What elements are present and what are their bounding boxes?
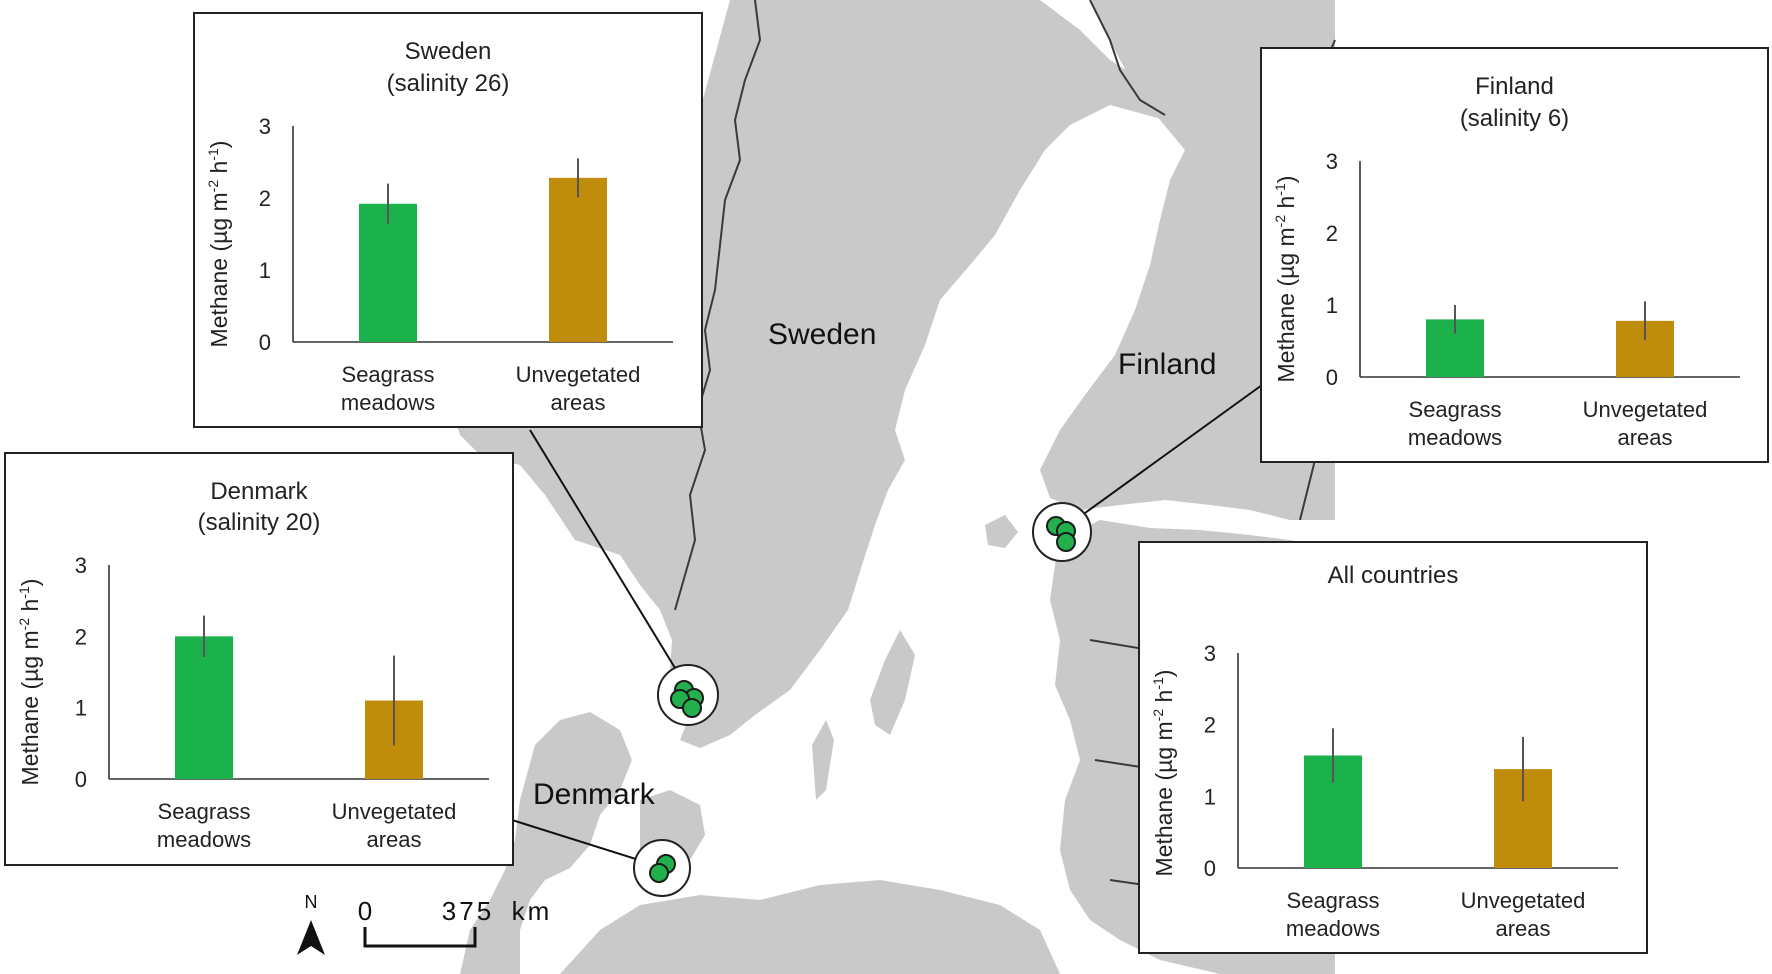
denmark-landmass bbox=[460, 712, 632, 974]
bar bbox=[359, 203, 417, 342]
sweden-bar-chart: Sweden (salinity 26) Methane (µg m-2 h-1) 0… bbox=[205, 38, 673, 415]
scale-bar: 0 375 km bbox=[358, 896, 553, 948]
chart-title: Finland bbox=[1475, 73, 1554, 100]
aland-islands bbox=[985, 515, 1018, 548]
scale-distance: 375 bbox=[442, 896, 494, 926]
bar bbox=[549, 177, 607, 342]
all-countries-bar-chart: All countries Methane (µg m-2 h-1) 0 1 2 3 Sea… bbox=[1150, 562, 1618, 941]
y-axis-label: Methane (µg m-2 h-1) bbox=[16, 579, 43, 786]
x-category-label: meadows bbox=[157, 827, 251, 852]
x-category-label: meadows bbox=[341, 390, 435, 415]
sweden-finland-border bbox=[1089, 0, 1166, 116]
oland-island bbox=[812, 720, 834, 800]
y-tick-label: 2 bbox=[1326, 221, 1338, 246]
sweden-site-marker bbox=[657, 664, 719, 726]
x-category-label: areas bbox=[366, 827, 421, 852]
y-tick-label: 0 bbox=[1204, 856, 1216, 881]
sweden-leader-line bbox=[529, 429, 676, 669]
y-axis-label: Methane (µg m-2 h-1) bbox=[1272, 176, 1299, 383]
y-tick-label: 1 bbox=[1326, 293, 1338, 318]
gotland-island bbox=[870, 630, 915, 735]
y-axis-label: Methane (µg m-2 h-1) bbox=[1150, 670, 1177, 877]
y-axis-label: Methane (µg m-2 h-1) bbox=[205, 141, 232, 348]
y-tick-label: 1 bbox=[1204, 784, 1216, 809]
x-category-label: areas bbox=[1617, 425, 1672, 450]
x-category-label: Unvegetated bbox=[1461, 888, 1586, 913]
y-tick-label: 1 bbox=[259, 258, 271, 283]
x-category-label: meadows bbox=[1408, 425, 1502, 450]
chart-subtitle: (salinity 6) bbox=[1460, 105, 1569, 132]
denmark-chart-panel: Denmark (salinity 20) Methane (µg m-2 h-1)… bbox=[4, 452, 514, 866]
y-tick-label: 1 bbox=[75, 696, 87, 721]
y-tick-label: 2 bbox=[75, 624, 87, 649]
scale-unit: km bbox=[512, 896, 553, 926]
label-denmark: Denmark bbox=[533, 778, 655, 811]
north-arrow: N bbox=[297, 892, 325, 955]
y-tick-label: 3 bbox=[1326, 149, 1338, 174]
finland-bar-chart: Finland (salinity 6) Methane (µg m-2 h-1) 0… bbox=[1272, 73, 1740, 450]
y-tick-label: 2 bbox=[259, 186, 271, 211]
all-countries-chart-panel: All countries Methane (µg m-2 h-1) 0 1 2 3 Sea… bbox=[1138, 541, 1648, 954]
denmark-bar-chart: Denmark (salinity 20) Methane (µg m-2 h-1)… bbox=[16, 478, 489, 852]
chart-subtitle: (salinity 20) bbox=[198, 509, 321, 536]
x-category-label: Seagrass bbox=[1409, 397, 1502, 422]
chart-title: Sweden bbox=[405, 38, 492, 65]
y-tick-label: 0 bbox=[259, 330, 271, 355]
denmark-leader-line bbox=[511, 819, 637, 860]
finland-leader-line bbox=[1084, 384, 1263, 514]
denmark-site-marker bbox=[633, 839, 691, 897]
finland-site-marker bbox=[1032, 502, 1092, 562]
chart-title: All countries bbox=[1328, 562, 1459, 589]
x-category-label: areas bbox=[1495, 916, 1550, 941]
x-category-label: Seagrass bbox=[342, 362, 435, 387]
sweden-chart-panel: Sweden (salinity 26) Methane (µg m-2 h-1) 0… bbox=[193, 12, 703, 428]
scandinavia-landmass bbox=[450, 0, 1215, 748]
y-tick-label: 3 bbox=[1204, 641, 1216, 666]
finland-chart-panel: Finland (salinity 6) Methane (µg m-2 h-1) 0… bbox=[1260, 47, 1769, 463]
x-category-label: areas bbox=[550, 390, 605, 415]
label-sweden: Sweden bbox=[768, 318, 877, 351]
y-tick-label: 2 bbox=[1204, 713, 1216, 738]
y-tick-label: 3 bbox=[75, 553, 87, 578]
norway-sweden-border bbox=[674, 0, 762, 611]
scale-zero: 0 bbox=[358, 896, 372, 926]
x-category-label: Unvegetated bbox=[1583, 397, 1708, 422]
y-tick-label: 3 bbox=[259, 114, 271, 139]
y-tick-label: 0 bbox=[1326, 365, 1338, 390]
y-tick-label: 0 bbox=[75, 767, 87, 792]
bar bbox=[175, 636, 233, 779]
x-category-label: Unvegetated bbox=[516, 362, 641, 387]
x-category-label: meadows bbox=[1286, 916, 1380, 941]
chart-title: Denmark bbox=[210, 478, 308, 505]
chart-subtitle: (salinity 26) bbox=[387, 70, 510, 97]
x-category-label: Unvegetated bbox=[332, 799, 457, 824]
x-category-label: Seagrass bbox=[1287, 888, 1380, 913]
x-category-label: Seagrass bbox=[158, 799, 251, 824]
label-finland: Finland bbox=[1118, 348, 1217, 381]
southern-coast-landmass bbox=[560, 880, 1060, 974]
north-arrow-label: N bbox=[305, 892, 318, 912]
